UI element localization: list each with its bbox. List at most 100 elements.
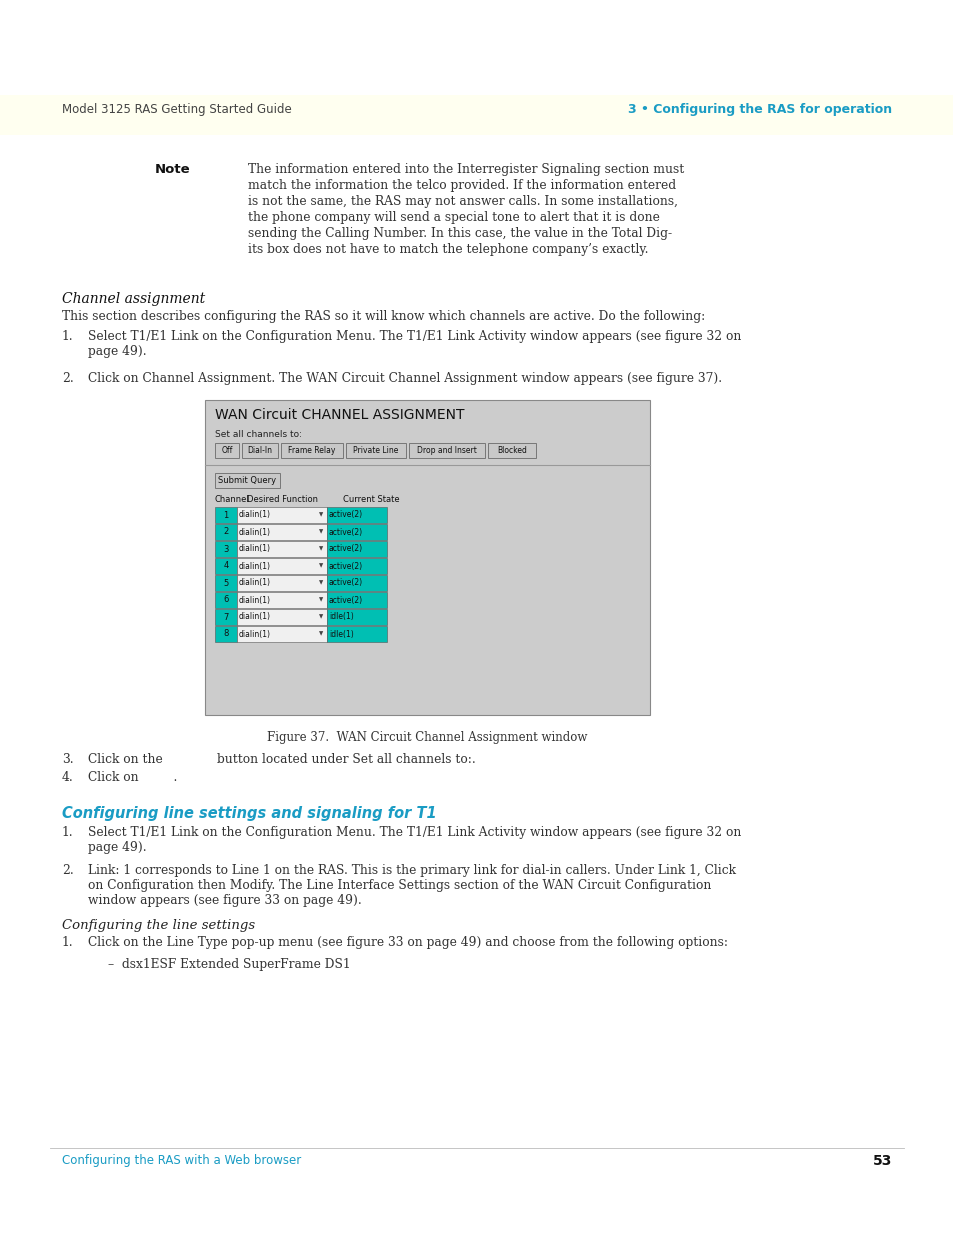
Bar [236, 508, 327, 522]
Text: Current State: Current State [343, 495, 399, 504]
Text: 1.: 1. [62, 330, 73, 343]
Text: 7: 7 [223, 613, 229, 621]
Text: page 49).: page 49). [88, 345, 147, 358]
Text: match the information the telco provided. If the information entered: match the information the telco provided… [248, 179, 676, 191]
Text: dialin(1): dialin(1) [239, 545, 271, 553]
Text: Click on the              button located under Set all channels to:.: Click on the button located under Set al… [88, 753, 476, 766]
Bar [327, 558, 387, 574]
Text: dialin(1): dialin(1) [239, 630, 271, 638]
Text: 4.: 4. [62, 771, 73, 784]
Bar [205, 400, 649, 715]
Bar [214, 443, 239, 458]
Bar [214, 473, 280, 488]
Text: ▼: ▼ [318, 513, 323, 517]
Text: ▼: ▼ [318, 580, 323, 585]
Bar [409, 443, 484, 458]
Text: 3 • Configuring the RAS for operation: 3 • Configuring the RAS for operation [627, 103, 891, 116]
Bar [0, 95, 953, 135]
Text: active(2): active(2) [329, 527, 363, 536]
Text: Private Line: Private Line [353, 446, 398, 454]
Text: 2: 2 [223, 527, 229, 536]
Text: Blocked: Blocked [497, 446, 526, 454]
Bar [236, 524, 327, 540]
Bar [327, 508, 387, 522]
Bar [214, 558, 236, 574]
Bar [327, 524, 387, 540]
Bar [214, 626, 236, 642]
Text: Click on Channel Assignment. The WAN Circuit Channel Assignment window appears (: Click on Channel Assignment. The WAN Cir… [88, 372, 721, 385]
Text: is not the same, the RAS may not answer calls. In some installations,: is not the same, the RAS may not answer … [248, 195, 678, 207]
Text: 2.: 2. [62, 372, 73, 385]
Text: on Configuration then Modify. The Line Interface Settings section of the WAN Cir: on Configuration then Modify. The Line I… [88, 879, 711, 892]
Text: Click on         .: Click on . [88, 771, 177, 784]
Text: Select T1/E1 Link on the Configuration Menu. The T1/E1 Link Activity window appe: Select T1/E1 Link on the Configuration M… [88, 826, 740, 839]
Text: ▼: ▼ [318, 615, 323, 620]
Text: dialin(1): dialin(1) [239, 613, 271, 621]
Text: Frame Relay: Frame Relay [288, 446, 335, 454]
Text: dialin(1): dialin(1) [239, 578, 271, 588]
Text: Configuring the line settings: Configuring the line settings [62, 919, 254, 932]
Text: sending the Calling Number. In this case, the value in the Total Dig-: sending the Calling Number. In this case… [248, 227, 672, 240]
Bar [214, 609, 236, 625]
Text: dialin(1): dialin(1) [239, 595, 271, 604]
Text: Desired Function: Desired Function [247, 495, 317, 504]
Text: Configuring the RAS with a Web browser: Configuring the RAS with a Web browser [62, 1153, 301, 1167]
Text: active(2): active(2) [329, 562, 363, 571]
Text: Channel: Channel [214, 495, 250, 504]
Bar [346, 443, 406, 458]
Text: the phone company will send a special tone to alert that it is done: the phone company will send a special to… [248, 211, 659, 224]
Text: Figure 37.  WAN Circuit Channel Assignment window: Figure 37. WAN Circuit Channel Assignmen… [267, 731, 587, 743]
Text: 5: 5 [223, 578, 229, 588]
Bar [236, 626, 327, 642]
Text: 4: 4 [223, 562, 229, 571]
Bar [214, 592, 236, 608]
Text: Select T1/E1 Link on the Configuration Menu. The T1/E1 Link Activity window appe: Select T1/E1 Link on the Configuration M… [88, 330, 740, 343]
Text: Model 3125 RAS Getting Started Guide: Model 3125 RAS Getting Started Guide [62, 103, 292, 116]
Text: active(2): active(2) [329, 510, 363, 520]
Text: 8: 8 [223, 630, 229, 638]
Text: WAN Circuit CHANNEL ASSIGNMENT: WAN Circuit CHANNEL ASSIGNMENT [214, 408, 464, 422]
Text: window appears (see figure 33 on page 49).: window appears (see figure 33 on page 49… [88, 894, 361, 906]
Text: –  dsx1ESF Extended SuperFrame DS1: – dsx1ESF Extended SuperFrame DS1 [108, 958, 351, 971]
Text: active(2): active(2) [329, 578, 363, 588]
Text: idle(1): idle(1) [329, 613, 354, 621]
Bar [327, 626, 387, 642]
Bar [214, 508, 236, 522]
Text: active(2): active(2) [329, 545, 363, 553]
Text: its box does not have to match the telephone company’s exactly.: its box does not have to match the telep… [248, 243, 648, 256]
Text: Channel assignment: Channel assignment [62, 291, 205, 306]
Text: 1.: 1. [62, 826, 73, 839]
Bar [327, 576, 387, 592]
Bar [488, 443, 536, 458]
Bar [214, 524, 236, 540]
Text: The information entered into the Interregister Signaling section must: The information entered into the Interre… [248, 163, 683, 177]
Text: idle(1): idle(1) [329, 630, 354, 638]
Text: page 49).: page 49). [88, 841, 147, 853]
Text: ▼: ▼ [318, 547, 323, 552]
Text: Configuring line settings and signaling for T1: Configuring line settings and signaling … [62, 806, 436, 821]
Bar [214, 541, 236, 557]
Text: 3: 3 [223, 545, 229, 553]
Text: dialin(1): dialin(1) [239, 527, 271, 536]
Text: Link: 1 corresponds to Line 1 on the RAS. This is the primary link for dial-in c: Link: 1 corresponds to Line 1 on the RAS… [88, 864, 735, 877]
Bar [327, 609, 387, 625]
Text: Click on the Line Type pop-up menu (see figure 33 on page 49) and choose from th: Click on the Line Type pop-up menu (see … [88, 936, 727, 948]
Text: 53: 53 [872, 1153, 891, 1168]
Text: ▼: ▼ [318, 563, 323, 568]
Text: Note: Note [154, 163, 191, 177]
Bar [327, 592, 387, 608]
Text: Dial-In: Dial-In [247, 446, 273, 454]
Bar [281, 443, 343, 458]
Bar [236, 609, 327, 625]
Text: Off: Off [221, 446, 233, 454]
Text: ▼: ▼ [318, 631, 323, 636]
Text: 3.: 3. [62, 753, 73, 766]
Text: Submit Query: Submit Query [218, 475, 276, 485]
Text: 1: 1 [223, 510, 229, 520]
Bar [236, 558, 327, 574]
Text: 6: 6 [223, 595, 229, 604]
Bar [327, 541, 387, 557]
Bar [214, 576, 236, 592]
Text: Drop and Insert: Drop and Insert [416, 446, 476, 454]
Text: This section describes configuring the RAS so it will know which channels are ac: This section describes configuring the R… [62, 310, 704, 324]
